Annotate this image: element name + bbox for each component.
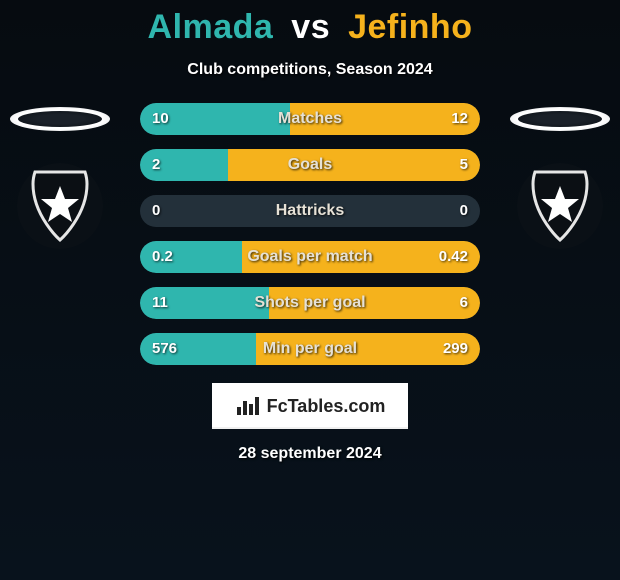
stat-bar-left-fill	[140, 287, 269, 319]
shield-star-icon	[25, 166, 95, 246]
title-row: Almada vs Jefinho	[0, 0, 620, 47]
bar-chart-icon	[235, 393, 261, 419]
title-vs: vs	[291, 8, 330, 46]
player1-avatar-placeholder	[10, 107, 110, 131]
bars-column: Matches1012 Goals25 Hattricks0 0 Goals per m…	[140, 103, 480, 365]
stat-bar-right-fill	[242, 241, 480, 273]
stat-bar-right-fill	[256, 333, 480, 365]
stat-bar: Matches1012	[140, 103, 480, 135]
stat-bar-value-left: 0	[152, 195, 160, 227]
stat-bar-right-fill	[269, 287, 480, 319]
content-row: Matches1012 Goals25 Hattricks0 0 Goals per m…	[0, 103, 620, 365]
title-player2: Jefinho	[348, 8, 472, 46]
stat-bar-left-fill	[140, 241, 242, 273]
stat-bar-label: Hattricks	[140, 195, 480, 227]
stat-bar: Shots per goal116	[140, 287, 480, 319]
stat-bar-left-fill	[140, 333, 256, 365]
branding-badge: FcTables.com	[212, 383, 408, 429]
player2-avatar-placeholder	[510, 107, 610, 131]
footer-date: 28 september 2024	[0, 445, 620, 463]
stat-bar: Min per goal576299	[140, 333, 480, 365]
title-player1: Almada	[148, 8, 274, 46]
stat-bar-left-fill	[140, 149, 228, 181]
subtitle: Club competitions, Season 2024	[0, 61, 620, 79]
branding-text: FcTables.com	[267, 396, 386, 417]
player2-side	[500, 103, 620, 249]
stat-bar-right-fill	[290, 103, 480, 135]
stat-bar: Goals25	[140, 149, 480, 181]
shield-star-icon	[525, 166, 595, 246]
stat-bar-right-fill	[228, 149, 480, 181]
player2-club-badge	[517, 163, 603, 249]
stat-bar: Goals per match0.20.42	[140, 241, 480, 273]
player1-club-badge	[17, 163, 103, 249]
stat-bar-left-fill	[140, 103, 290, 135]
player1-side	[0, 103, 120, 249]
stat-bar-value-right: 0	[460, 195, 468, 227]
comparison-card: Almada vs Jefinho Club competitions, Sea…	[0, 0, 620, 580]
stat-bar: Hattricks0 0	[140, 195, 480, 227]
